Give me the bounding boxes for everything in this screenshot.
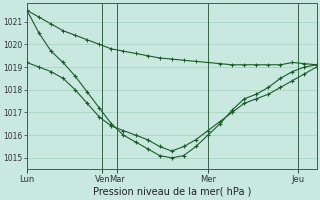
X-axis label: Pression niveau de la mer( hPa ): Pression niveau de la mer( hPa ) xyxy=(92,187,251,197)
